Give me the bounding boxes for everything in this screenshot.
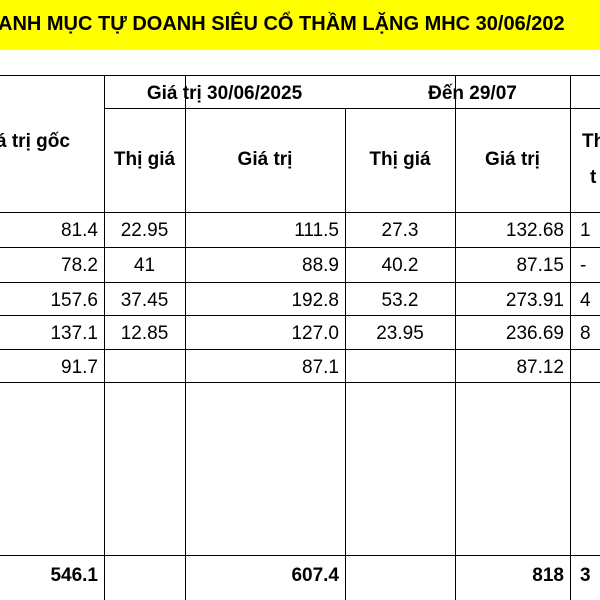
title: ANH MỤC TỰ DOANH SIÊU CỔ THẦM LẶNG MHC 3… xyxy=(0,13,565,35)
cell: 23.95 xyxy=(376,323,424,344)
cell: 236.69 xyxy=(505,323,564,344)
cell: 81.4 xyxy=(61,220,98,241)
grid-line xyxy=(0,75,600,76)
grid-line xyxy=(104,108,600,109)
cell: 87.15 xyxy=(516,255,564,276)
cell: 111.5 xyxy=(294,220,339,241)
cell: 8 xyxy=(580,323,591,344)
cell: 88.9 xyxy=(302,255,339,276)
grid-line xyxy=(0,247,600,248)
grid-line xyxy=(570,75,571,600)
total-cell: 818 xyxy=(532,565,564,586)
cell: 137.1 xyxy=(50,323,98,344)
column-header: á trị gốc xyxy=(0,131,70,152)
title-bar: ANH MỤC TỰ DOANH SIÊU CỔ THẦM LẶNG MHC 3… xyxy=(0,0,600,50)
grid-line xyxy=(0,382,600,383)
cell: - xyxy=(580,255,587,276)
grid-line xyxy=(0,282,600,283)
column-header: Giá trị xyxy=(237,149,293,170)
cell: 132.68 xyxy=(505,220,564,241)
cell: 1 xyxy=(580,220,591,241)
grid-line xyxy=(0,212,600,213)
cell: 127.0 xyxy=(291,323,339,344)
cell: 12.85 xyxy=(120,323,169,344)
total-cell: 3 xyxy=(580,565,591,586)
cell: 78.2 xyxy=(61,255,98,276)
cell: 4 xyxy=(580,290,591,311)
cell: 22.95 xyxy=(120,220,169,241)
grid-line xyxy=(104,75,105,600)
group-header: Đến 29/07 xyxy=(428,83,517,104)
cell: 273.91 xyxy=(505,290,564,311)
cell: 192.8 xyxy=(291,290,339,311)
group-header: Giá trị 30/06/2025 xyxy=(146,83,303,104)
column-header: Giá trị xyxy=(485,149,540,170)
cell: 91.7 xyxy=(61,357,98,378)
cell: 41 xyxy=(133,255,156,276)
column-header: Th xyxy=(582,131,600,152)
grid-line xyxy=(345,108,346,600)
cell: 87.1 xyxy=(302,357,339,378)
column-header: t xyxy=(590,167,597,188)
total-cell: 546.1 xyxy=(50,565,98,586)
cell: 157.6 xyxy=(50,290,98,311)
grid-line xyxy=(0,349,600,350)
column-header: Thị giá xyxy=(113,149,176,170)
grid-line xyxy=(0,315,600,316)
grid-line xyxy=(455,75,456,600)
cell: 27.3 xyxy=(381,220,419,241)
cell: 40.2 xyxy=(381,255,419,276)
column-header: Thị giá xyxy=(369,149,431,170)
grid-line xyxy=(185,75,186,600)
cell: 37.45 xyxy=(120,290,169,311)
cell: 53.2 xyxy=(381,290,419,311)
grid-line xyxy=(0,555,600,556)
total-cell: 607.4 xyxy=(291,565,339,586)
cell: 87.12 xyxy=(516,357,564,378)
